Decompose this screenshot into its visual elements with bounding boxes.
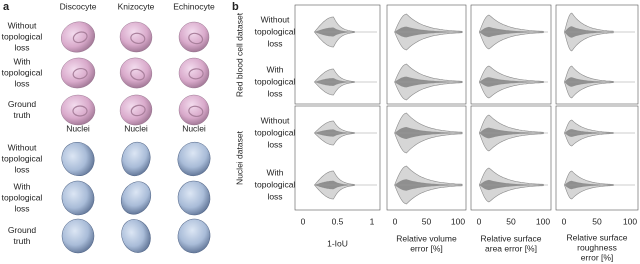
cell-render-dimple <box>130 68 145 81</box>
cell-render <box>61 21 95 53</box>
row-label: loss <box>14 164 29 174</box>
panel-label: a <box>3 1 10 13</box>
row-label: Without <box>261 14 290 24</box>
plot-frame <box>294 4 381 105</box>
row-label: loss <box>267 191 282 201</box>
nucleus-render <box>61 141 95 177</box>
row-label: loss <box>14 203 29 213</box>
axis-label: Relative surface <box>567 232 628 242</box>
nucleus-render <box>120 181 152 215</box>
cell-render-dimple <box>72 67 88 80</box>
column-header: Echinocyte <box>173 1 215 11</box>
nucleus-render <box>121 219 151 253</box>
nucleus-render <box>61 180 95 216</box>
nucleus-render <box>121 141 151 177</box>
group-label: Red blood cell dataset <box>234 12 244 97</box>
row-label: loss <box>267 38 282 48</box>
x-tick-label: 0 <box>477 216 482 226</box>
row-label: topological <box>2 153 43 163</box>
x-tick-label: 0 <box>393 216 398 226</box>
row-label: loss <box>14 42 29 52</box>
axis-label: Relative surface <box>481 233 542 243</box>
row-label: Ground <box>8 225 37 235</box>
nucleus-render <box>177 141 211 177</box>
cell-render <box>60 94 96 126</box>
cell-render <box>119 21 153 53</box>
row-label: With <box>267 64 284 74</box>
row-label: topological <box>2 67 43 77</box>
axis-label: error [%] <box>581 252 614 262</box>
row-label: Ground <box>8 99 37 109</box>
row-label: truth <box>13 236 30 246</box>
plot-frame <box>555 4 639 105</box>
row-label: topological <box>2 31 43 41</box>
nucleus-render <box>177 180 211 216</box>
panel-label: b <box>232 1 239 13</box>
row-label: loss <box>267 88 282 98</box>
x-tick-label: 50 <box>506 216 516 226</box>
x-tick-label: 0 <box>562 216 567 226</box>
axis-label: roughness <box>577 242 617 252</box>
cell-render <box>60 57 96 89</box>
cell-render <box>119 94 153 126</box>
axis-label: 1-IoU <box>327 238 348 248</box>
plot-frame <box>470 105 552 211</box>
column-header: Knizocyte <box>118 1 155 11</box>
column-header: Discocyte <box>60 1 97 11</box>
cell-render <box>178 21 210 53</box>
row-label: truth <box>13 110 30 120</box>
row-label: topological <box>2 192 43 202</box>
row-label: With <box>14 56 31 66</box>
row-label: With <box>267 167 284 177</box>
cell-render <box>119 57 153 89</box>
cell-render-dimple <box>130 104 146 117</box>
nucleus-render <box>177 218 211 254</box>
x-tick-label: 50 <box>422 216 432 226</box>
x-tick-label: 1 <box>370 216 375 226</box>
row-label: loss <box>14 78 29 88</box>
row-label: With <box>14 181 31 191</box>
column-header: Nuclei <box>124 123 148 133</box>
cell-render-dimple <box>188 68 204 80</box>
axis-label: Relative volume <box>396 233 457 243</box>
row-label: topological <box>255 127 296 137</box>
plot-frame <box>386 105 467 211</box>
row-label: topological <box>255 26 296 36</box>
axis-label: error [%] <box>410 243 443 253</box>
cell-render-dimple <box>188 32 204 45</box>
x-tick-label: 0 <box>301 216 306 226</box>
cell-render <box>178 57 210 89</box>
x-tick-label: 100 <box>536 216 550 226</box>
x-tick-label: 0.5 <box>332 216 344 226</box>
x-tick-label: 100 <box>623 216 637 226</box>
group-label: Nuclei dataset <box>234 130 244 185</box>
column-header: Nuclei <box>182 123 206 133</box>
axis-label: area error [%] <box>485 243 537 253</box>
x-tick-label: 100 <box>451 216 465 226</box>
column-header: Nuclei <box>66 123 90 133</box>
plot-frame <box>555 105 639 211</box>
plot-frame <box>294 105 381 211</box>
row-label: Without <box>8 142 37 152</box>
cell-render <box>178 94 210 126</box>
row-label: topological <box>255 76 296 86</box>
row-label: Without <box>8 20 37 30</box>
plot-frame <box>470 4 552 105</box>
cell-render-dimple <box>188 105 204 118</box>
cell-render-dimple <box>72 31 88 44</box>
row-label: topological <box>255 179 296 189</box>
plot-frame <box>386 4 467 105</box>
row-label: Without <box>261 115 290 125</box>
cell-render-dimple <box>130 32 146 45</box>
x-tick-label: 50 <box>592 216 602 226</box>
row-label: loss <box>267 139 282 149</box>
nucleus-render <box>61 218 95 254</box>
cell-render-dimple <box>72 105 88 117</box>
